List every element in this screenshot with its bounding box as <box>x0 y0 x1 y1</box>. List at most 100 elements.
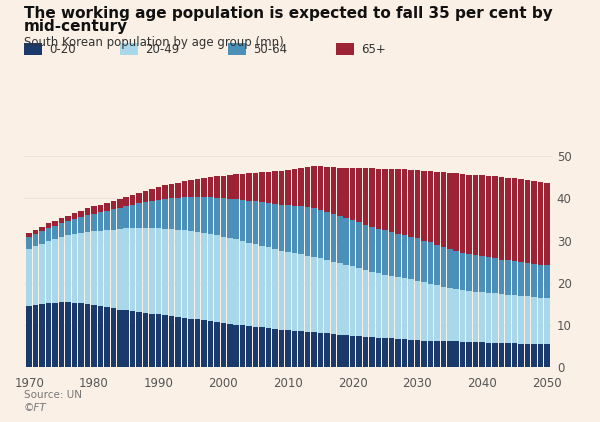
Bar <box>415 170 420 238</box>
Bar <box>175 317 181 367</box>
Bar <box>317 333 323 367</box>
Bar <box>247 173 252 201</box>
Bar <box>440 172 446 247</box>
Bar <box>136 193 142 203</box>
Bar <box>149 314 155 367</box>
Bar <box>331 214 336 262</box>
Bar <box>493 293 498 343</box>
Text: 0-20: 0-20 <box>49 43 76 56</box>
Bar <box>382 275 388 338</box>
Bar <box>227 199 233 238</box>
Bar <box>415 340 420 367</box>
Bar <box>524 296 530 344</box>
Bar <box>221 198 226 237</box>
Bar <box>454 173 459 251</box>
Bar <box>337 335 343 367</box>
Bar <box>356 168 362 222</box>
Bar <box>382 338 388 367</box>
Bar <box>130 228 136 311</box>
Text: mid-century: mid-century <box>24 19 128 34</box>
Bar <box>253 244 259 327</box>
Bar <box>324 167 329 212</box>
Bar <box>279 205 284 251</box>
Bar <box>382 169 388 230</box>
Bar <box>124 310 129 367</box>
Bar <box>317 258 323 333</box>
Bar <box>479 292 485 342</box>
Bar <box>331 167 336 214</box>
Bar <box>201 197 206 233</box>
Bar <box>389 276 394 338</box>
Bar <box>408 237 413 279</box>
Bar <box>538 298 543 344</box>
Bar <box>240 325 245 367</box>
Bar <box>194 232 200 319</box>
Bar <box>402 278 407 339</box>
Bar <box>460 290 466 342</box>
Bar <box>512 178 517 261</box>
Bar <box>208 197 213 234</box>
Bar <box>272 171 278 204</box>
Bar <box>169 316 174 367</box>
Bar <box>233 199 239 239</box>
Bar <box>85 232 90 304</box>
Bar <box>311 332 317 367</box>
Bar <box>486 343 491 367</box>
Bar <box>46 223 52 228</box>
Bar <box>91 214 97 231</box>
Bar <box>343 335 349 367</box>
Bar <box>253 201 259 244</box>
Bar <box>46 228 52 241</box>
Bar <box>356 336 362 367</box>
Bar <box>117 310 122 367</box>
Bar <box>259 246 265 327</box>
Bar <box>544 183 550 265</box>
Bar <box>331 334 336 367</box>
Bar <box>40 227 45 231</box>
Bar <box>402 339 407 367</box>
Bar <box>72 234 77 303</box>
Bar <box>544 265 550 298</box>
Bar <box>233 239 239 325</box>
Bar <box>473 342 478 367</box>
Bar <box>188 180 194 197</box>
Bar <box>233 174 239 199</box>
Bar <box>305 167 310 207</box>
Bar <box>104 307 110 367</box>
Bar <box>460 342 466 367</box>
Bar <box>285 205 291 252</box>
Bar <box>72 303 77 367</box>
Bar <box>124 206 129 228</box>
Bar <box>408 279 413 340</box>
Bar <box>136 228 142 312</box>
Bar <box>163 185 168 199</box>
Bar <box>65 235 71 302</box>
Bar <box>26 233 32 237</box>
Bar <box>402 235 407 278</box>
Text: The working age population is expected to fall 35 per cent by: The working age population is expected t… <box>24 6 553 22</box>
Bar <box>208 234 213 321</box>
Bar <box>454 341 459 367</box>
Bar <box>221 323 226 367</box>
Bar <box>350 168 355 220</box>
Bar <box>149 201 155 228</box>
Bar <box>65 216 71 221</box>
Bar <box>182 230 187 318</box>
Bar <box>279 171 284 205</box>
Bar <box>298 168 304 206</box>
Text: Source: UN: Source: UN <box>24 390 82 400</box>
Bar <box>395 339 401 367</box>
Bar <box>149 228 155 314</box>
Bar <box>221 237 226 323</box>
Bar <box>363 270 368 337</box>
Bar <box>343 218 349 265</box>
Bar <box>493 176 498 258</box>
Bar <box>163 199 168 229</box>
Bar <box>52 303 58 367</box>
Bar <box>447 288 452 341</box>
Bar <box>124 228 129 310</box>
Bar <box>169 184 174 198</box>
Bar <box>91 206 97 214</box>
Bar <box>40 304 45 367</box>
Bar <box>447 341 452 367</box>
